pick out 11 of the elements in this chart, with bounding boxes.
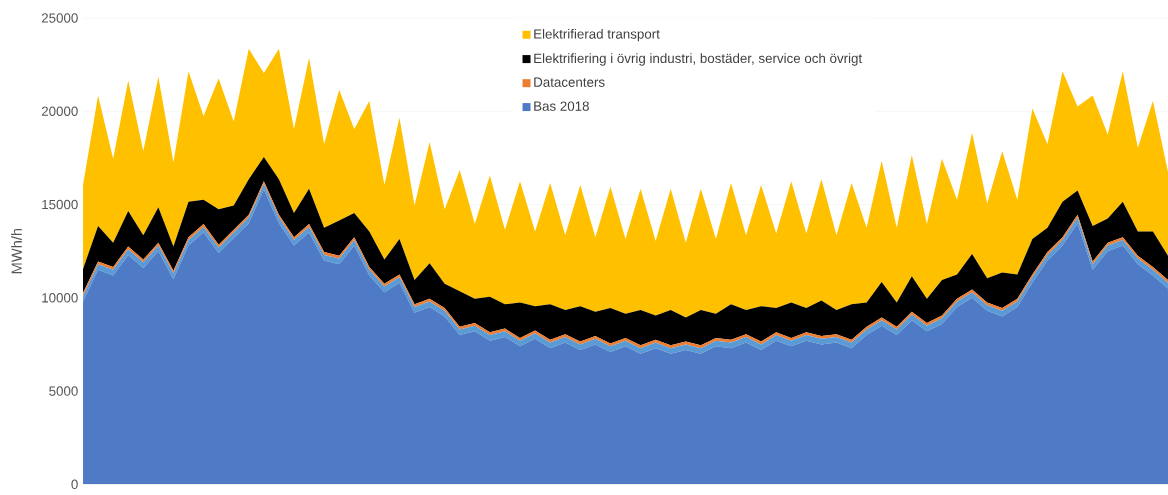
- legend-label: Datacenters: [534, 77, 605, 87]
- y-tick-label: 15000: [42, 199, 78, 210]
- legend-label: Elektrifierad transport: [534, 28, 660, 42]
- legend-label: Elektrifiering i övrig industri, bostäder, service och övrigt: [534, 53, 863, 66]
- y-axis-title: MWh/h: [11, 228, 22, 274]
- y-tick-label: 0: [71, 479, 78, 490]
- y-tick-label: 10000: [42, 293, 78, 303]
- y-tick-label: 25000: [41, 13, 78, 23]
- y-tick-label: 20000: [41, 106, 78, 116]
- legend-label: Bas 2018: [534, 101, 589, 111]
- y-tick-label: 5000: [49, 386, 78, 396]
